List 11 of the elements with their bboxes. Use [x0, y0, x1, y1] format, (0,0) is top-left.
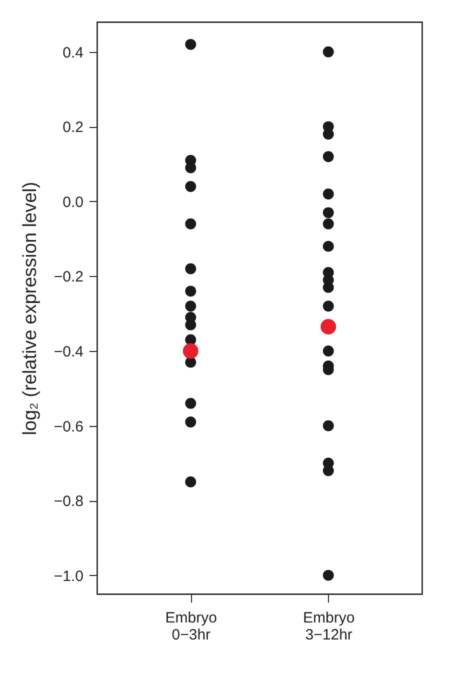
y-tick-label: −1.0: [54, 568, 84, 585]
x-tick-label: Embryo 3−12hr: [303, 610, 355, 644]
y-tick-label: 0.0: [62, 194, 84, 211]
y-tick-label: 0.4: [62, 44, 84, 62]
y-axis-title: log₂ (relative expression level): [20, 182, 41, 436]
y-tick-label: −0.2: [54, 268, 84, 286]
x-tick-label: Embryo 0−3hr: [165, 610, 217, 644]
y-tick-label: −0.8: [54, 493, 84, 510]
y-tick-label: −0.4: [54, 343, 84, 360]
y-tick-label: 0.2: [62, 119, 84, 136]
y-tick-label: −0.6: [54, 418, 84, 436]
